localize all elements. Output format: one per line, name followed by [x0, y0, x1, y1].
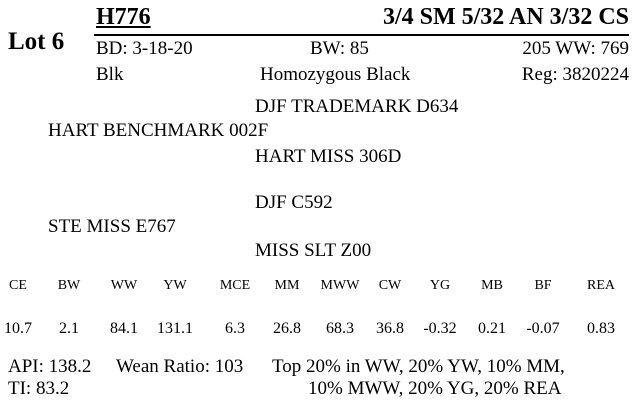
- epd-value-ww: 84.1: [110, 320, 138, 337]
- registration-number: Reg: 3820224: [521, 64, 629, 85]
- epd-value-cw: 36.8: [376, 320, 404, 337]
- epd-value-bw: 2.1: [59, 320, 79, 337]
- epd-label-mm: MM: [274, 278, 300, 293]
- epd-value-mm: 26.8: [273, 320, 301, 337]
- epd-label-bf: BF: [534, 278, 552, 293]
- pedigree-dam-dam: MISS SLT Z00: [255, 240, 372, 261]
- epd-label-cw: CW: [378, 278, 402, 293]
- breed-composition: 3/4 SM 5/32 AN 3/32 CS: [382, 4, 629, 30]
- epd-label-mww: MWW: [320, 278, 360, 293]
- epd-value-yw: 131.1: [157, 320, 193, 337]
- birth-date: BD: 3-18-20: [96, 38, 193, 59]
- coat-color: Blk: [96, 64, 124, 85]
- wean-ratio: Wean Ratio: 103: [116, 356, 244, 377]
- epd-label-mb: MB: [481, 278, 503, 293]
- pedigree-sire-sire: DJF TRADEMARK D634: [255, 96, 459, 117]
- epd-label-bw: BW: [57, 278, 81, 293]
- top-percentiles-line-2: 10% MWW, 20% YG, 20% REA: [308, 378, 562, 399]
- epd-value-mww: 68.3: [326, 320, 354, 337]
- epd-label-rea: REA: [587, 278, 615, 293]
- epd-label-yw: YW: [163, 278, 187, 293]
- epd-label-ww: WW: [110, 278, 138, 293]
- epd-value-mb: 0.21: [478, 320, 506, 337]
- epd-value-bf: -0.07: [526, 320, 560, 337]
- lot-number: Lot 6: [8, 28, 65, 55]
- api-index: API: 138.2: [8, 356, 92, 377]
- epd-value-rea: 0.83: [587, 320, 615, 337]
- header-divider: [94, 34, 629, 36]
- top-percentiles-line-1: Top 20% in WW, 20% YW, 10% MM,: [272, 356, 565, 377]
- epd-value-ce: 10.7: [4, 320, 32, 337]
- weaning-weight-205: 205 WW: 769: [522, 38, 629, 59]
- ti-index: TI: 83.2: [8, 378, 70, 399]
- birth-weight: BW: 85: [310, 38, 369, 59]
- epd-label-ce: CE: [9, 278, 27, 293]
- epd-label-mce: MCE: [219, 278, 251, 293]
- epd-label-yg: YG: [429, 278, 451, 293]
- pedigree-dam-sire: DJF C592: [255, 192, 333, 213]
- pedigree-sire: HART BENCHMARK 002F: [48, 120, 269, 141]
- pedigree-dam: STE MISS E767: [48, 216, 176, 237]
- color-genotype: Homozygous Black: [260, 64, 411, 85]
- epd-value-yg: -0.32: [423, 320, 457, 337]
- epd-value-mce: 6.3: [225, 320, 245, 337]
- animal-tag: H776: [96, 4, 151, 30]
- pedigree-sire-dam: HART MISS 306D: [255, 146, 402, 167]
